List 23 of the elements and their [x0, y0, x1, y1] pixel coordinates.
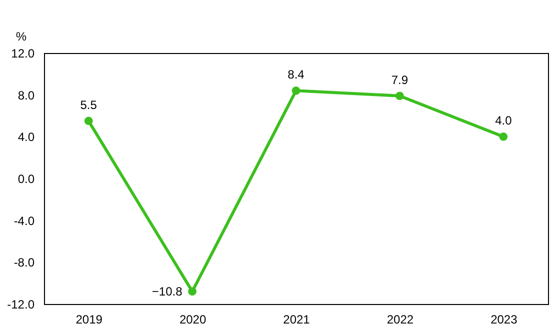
data-label: 4.0 — [495, 114, 512, 128]
y-tick-label: 8.0 — [18, 88, 35, 102]
x-tick-label: 2023 — [490, 312, 518, 326]
point — [396, 92, 404, 100]
y-tick-label: 4.0 — [18, 130, 35, 144]
x-tick-label: 2021 — [283, 312, 310, 326]
y-axis-title: % — [16, 30, 27, 44]
x-tick-label: 2022 — [386, 312, 414, 326]
point — [188, 287, 196, 296]
y-tick-label: -4.0 — [14, 214, 35, 228]
y-tick-label: 12.0 — [11, 46, 35, 60]
x-tick-label: 2020 — [179, 312, 206, 326]
point — [84, 116, 93, 126]
data-label: 5.5 — [80, 98, 98, 112]
data-label: 7.9 — [391, 72, 408, 87]
point — [499, 132, 508, 141]
y-tick-label: 0.0 — [18, 172, 35, 186]
y-tick-label: -12.0 — [7, 298, 35, 312]
data-label: 8.4 — [288, 68, 305, 82]
data-label: −10.8 — [152, 284, 183, 298]
point — [292, 86, 300, 95]
x-tick-label: 2019 — [76, 312, 103, 326]
y-tick-label: -8.0 — [14, 256, 35, 270]
